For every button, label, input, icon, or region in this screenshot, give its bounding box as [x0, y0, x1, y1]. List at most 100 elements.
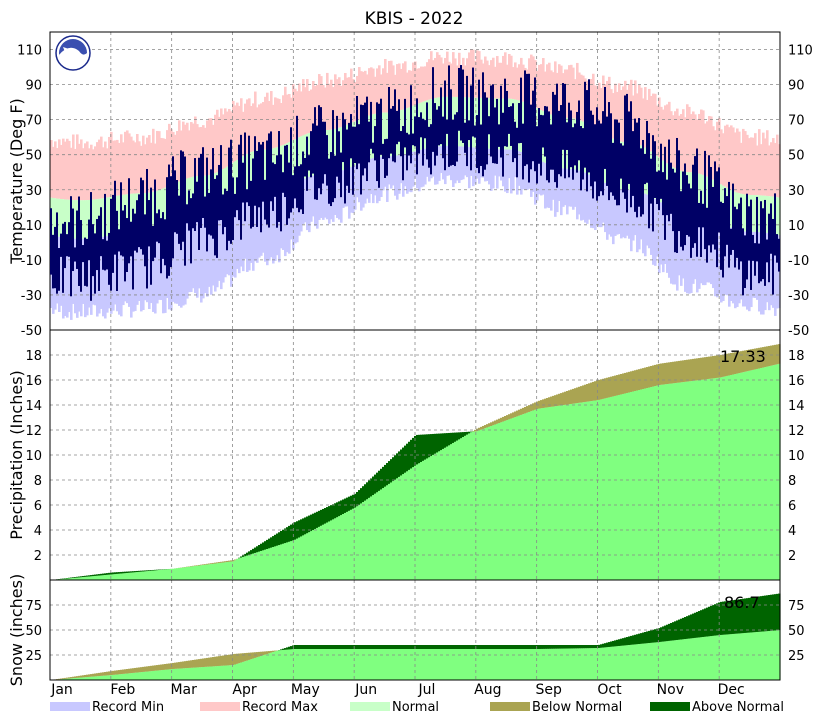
record-min-bar	[634, 190, 637, 236]
record-min-bar	[736, 229, 739, 307]
precip-departure-bar	[354, 493, 357, 508]
record-min-bar	[488, 148, 491, 185]
observed-temp-bar	[412, 133, 414, 146]
snow-observed-bar	[546, 648, 549, 680]
observed-temp-bar	[378, 103, 380, 188]
record-min-bar	[646, 194, 649, 246]
record-min-bar	[426, 148, 429, 177]
observed-temp-bar	[676, 137, 678, 253]
observed-temp-bar	[106, 240, 108, 270]
snow-observed-bar	[572, 648, 575, 680]
normal-bar	[108, 197, 111, 236]
snow-observed-bar	[270, 652, 273, 680]
precip-observed-bar	[630, 391, 633, 580]
snow-departure-bar	[494, 645, 497, 649]
precip-departure-bar	[392, 457, 395, 482]
precip-departure-bar	[482, 425, 485, 429]
observed-temp-bar	[664, 146, 666, 240]
observed-temp-bar	[328, 158, 330, 204]
record-min-bar	[550, 165, 553, 211]
observed-temp-bar	[176, 180, 178, 234]
precip-departure-bar	[152, 569, 155, 571]
precip-observed-bar	[716, 377, 719, 580]
snow-departure-bar	[684, 617, 687, 640]
snow-observed-bar	[450, 649, 453, 680]
record-min-bar	[694, 212, 697, 280]
record-min-bar	[462, 146, 465, 180]
record-min-bar	[730, 227, 733, 302]
snow-observed-bar	[664, 641, 667, 680]
precip-observed-bar	[502, 421, 505, 580]
snow-departure-bar	[192, 659, 195, 668]
precip-observed-bar	[68, 578, 71, 580]
precip-departure-bar	[104, 573, 107, 576]
record-min-bar	[188, 216, 191, 293]
normal-bar	[204, 175, 207, 215]
snow-observed-bar	[550, 648, 553, 680]
record-max-bar	[226, 111, 229, 167]
snow-observed-bar	[632, 644, 635, 680]
precip-departure-bar	[362, 486, 365, 503]
snow-observed-bar	[340, 649, 343, 680]
precip-observed-bar	[476, 431, 479, 580]
precip-departure-bar	[132, 571, 135, 573]
record-max-bar	[120, 134, 123, 196]
snow-observed-bar	[214, 666, 217, 680]
observed-temp-bar	[718, 167, 720, 233]
precip-departure-bar	[558, 393, 561, 406]
observed-temp-bar	[50, 208, 52, 275]
record-max-bar	[298, 83, 301, 138]
snow-observed-bar	[570, 648, 573, 680]
snow-observed-bar	[222, 665, 225, 680]
record-min-bar	[602, 181, 605, 223]
observed-temp-bar	[552, 91, 554, 170]
snow-departure-bar	[70, 677, 73, 679]
precip-observed-bar	[306, 533, 309, 580]
snow-departure-bar	[92, 673, 95, 677]
snow-departure-bar	[132, 668, 135, 673]
record-max-bar	[494, 66, 497, 99]
snow-departure-bar	[418, 645, 421, 649]
snow-observed-bar	[526, 649, 529, 680]
snow-observed-bar	[372, 649, 375, 680]
record-min-bar	[766, 233, 769, 303]
snow-observed-bar	[246, 660, 249, 680]
snow-departure-bar	[500, 645, 503, 649]
record-max-bar	[442, 63, 445, 97]
precip-observed-bar	[296, 538, 299, 580]
snow-departure-bar	[670, 623, 673, 641]
precip-observed-bar	[514, 417, 517, 580]
precip-observed-bar	[94, 575, 97, 580]
observed-temp-bar	[174, 170, 176, 233]
precip-departure-bar	[702, 357, 705, 380]
record-min-bar	[142, 231, 145, 310]
precip-departure-bar	[682, 360, 685, 383]
snow-observed-bar	[558, 648, 561, 680]
snow-observed-bar	[696, 637, 699, 680]
record-min-bar	[616, 187, 619, 235]
snow-departure-bar	[148, 666, 151, 672]
precip-observed-bar	[614, 395, 617, 580]
precip-observed-bar	[354, 507, 357, 580]
snow-observed-bar	[298, 649, 301, 680]
snow-observed-bar	[678, 639, 681, 680]
record-max-bar	[68, 140, 71, 200]
precip-departure-bar	[230, 560, 233, 562]
observed-temp-bar	[104, 193, 106, 271]
observed-temp-bar	[358, 124, 360, 164]
record-max-bar	[426, 62, 429, 101]
observed-temp-bar	[598, 120, 600, 197]
record-max-bar	[320, 76, 323, 131]
precip-departure-bar	[116, 572, 119, 574]
snow-observed-bar	[608, 646, 611, 680]
record-min-bar	[526, 154, 529, 190]
observed-temp-bar	[112, 194, 114, 273]
snow-observed-bar	[442, 649, 445, 680]
precip-departure-bar	[722, 354, 725, 377]
normal-bar	[52, 197, 55, 236]
precip-observed-bar	[498, 423, 501, 580]
observed-temp-bar	[530, 104, 532, 170]
precip-departure-bar	[696, 358, 699, 381]
record-min-bar	[510, 149, 513, 194]
